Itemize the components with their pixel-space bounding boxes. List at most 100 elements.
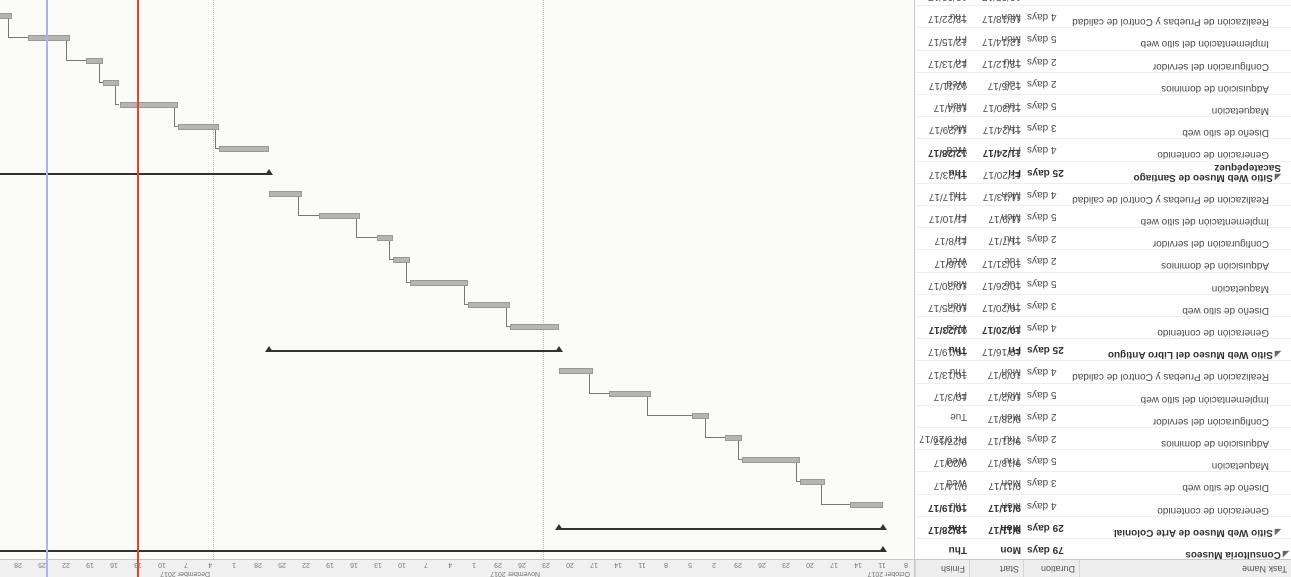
task-bar[interactable] (119, 102, 178, 108)
dependency-link (646, 395, 693, 416)
name-text: Realización de Pruebas y Control de cali… (1072, 193, 1269, 204)
task-row[interactable]: Implementación del sitio web 5 days Mon 12… (915, 13, 1291, 49)
summary-task-row[interactable]: ◢Consultoría Museos 79 days Mon 9/11/17 Thu… (915, 524, 1291, 559)
duration-text: 4 days (1027, 499, 1057, 511)
task-row[interactable]: Configuración del servidor 2 days Mon 10/2… (915, 391, 1291, 426)
duration-text: 29 days (1027, 521, 1064, 533)
task-bar[interactable] (219, 146, 269, 153)
summary-bar[interactable] (0, 170, 269, 175)
duration-cell: 25 days (1027, 339, 1075, 359)
task-bar[interactable] (177, 124, 220, 131)
task-bar[interactable] (849, 501, 884, 508)
summary-bar-end-cap (555, 523, 564, 530)
duration-cell: 4 days (1027, 495, 1075, 515)
current-date-line (137, 0, 139, 577)
timescale-day: 2 (712, 561, 716, 568)
task-row[interactable]: Generación de contenido 4 days Fri 11/24/1… (915, 124, 1291, 160)
task-bar[interactable] (609, 390, 651, 397)
task-bar[interactable] (102, 79, 120, 86)
task-bar[interactable] (28, 35, 70, 42)
summary-task-row[interactable]: ◢Sitio Web Museo de Santiago Sacatepéque… (915, 147, 1291, 182)
name-text: Adquisición de dominios (1161, 82, 1269, 93)
task-row[interactable]: Realización de Pruebas y Control de cali… (915, 169, 1291, 204)
timescale-day: 8 (664, 561, 668, 568)
task-bar[interactable] (268, 190, 303, 197)
timescale-day: 1 (232, 561, 236, 568)
task-row[interactable]: Generación de contenido 4 days Fri 10/20/1… (915, 302, 1291, 337)
task-row[interactable]: Adquisición de dominios 2 days Tue 12/12/1… (915, 58, 1291, 93)
name-text: Maquetación (1211, 105, 1269, 115)
summary-task-row[interactable]: ◢Sitio Web Museo del Libro Antiguo 25 day… (915, 324, 1291, 360)
duration-text: 2 days (1027, 55, 1057, 67)
task-bar[interactable] (800, 479, 825, 486)
task-row[interactable]: Configuración del servidor 2 days Thu 12/1… (915, 36, 1291, 71)
duration-header[interactable]: Duration (1023, 560, 1079, 577)
dependency-link (65, 40, 87, 61)
duration-text: 4 days (1027, 188, 1057, 200)
finish-header[interactable]: Finish (915, 560, 969, 577)
task-row[interactable]: Configuración del servidor 2 days Thu 11/9… (915, 213, 1291, 249)
task-bar[interactable] (725, 435, 742, 441)
task-bar[interactable] (0, 13, 12, 20)
task-row[interactable]: Adquisición de dominios 2 days Tue 11/7/17… (915, 235, 1291, 271)
start-header[interactable]: Start (969, 560, 1023, 577)
task-name-cell: Diseño de sitio web (1057, 482, 1291, 492)
summary-task-row[interactable]: ◢Sitio Web Museo de Arte Colonial 29 days… (915, 502, 1291, 537)
task-row[interactable]: Realización de Pruebas y Control de cali… (915, 346, 1291, 382)
duration-text: 4 days (1027, 322, 1057, 333)
summary-bar[interactable] (268, 348, 560, 353)
name-text: Realización de Pruebas y Control de cali… (1072, 371, 1269, 382)
task-row[interactable]: Maquetación 5 days Tue 10/31/17 Mon 11/6/17 (915, 258, 1291, 293)
task-name-cell: Implementación del sitio web (1057, 216, 1291, 226)
task-row[interactable]: Maquetación 5 days Thu 9/21/17 Wed 9/27/17 (915, 435, 1291, 471)
task-bar[interactable] (86, 57, 103, 64)
task-name-header[interactable]: Task Name (1079, 560, 1291, 577)
summary-bar-start-cap (555, 346, 564, 353)
duration-cell: 3 days (1027, 472, 1075, 492)
summary-bar[interactable] (0, 548, 884, 552)
task-bar[interactable] (509, 324, 560, 330)
collapse-caret-icon[interactable]: ◢ (1274, 350, 1281, 360)
task-bar[interactable] (376, 235, 394, 242)
task-row[interactable]: Implementación del sitio web 5 days Mon 11… (915, 191, 1291, 226)
timescale-day: 19 (86, 561, 94, 568)
collapse-caret-icon[interactable]: ◢ (1274, 172, 1281, 182)
task-bar[interactable] (393, 257, 410, 264)
duration-cell: 2 days (1027, 428, 1075, 448)
task-bar[interactable] (559, 368, 593, 375)
task-row[interactable]: Realización de Pruebas y Control de cali… (915, 0, 1291, 27)
task-row[interactable]: Diseño de sitio web 3 days Mon 9/18/17 Wed … (915, 457, 1291, 493)
timescale-day: 28 (254, 561, 262, 568)
collapse-caret-icon[interactable]: ◢ (1282, 550, 1289, 559)
task-bar[interactable] (742, 457, 801, 464)
task-bar[interactable] (318, 213, 361, 219)
task-row[interactable]: Maquetación 5 days Tue 12/5/17 Mon 12/11/17 (915, 80, 1291, 115)
task-bar[interactable] (692, 412, 709, 419)
task-bar[interactable] (468, 301, 510, 308)
timescale-day: 25 (278, 561, 286, 568)
timescale-month: December 2017 (160, 570, 210, 577)
timescale-day: 8 (904, 561, 908, 568)
task-name-cell: Configuración del servidor (1057, 238, 1291, 248)
duration-text: 5 days (1027, 100, 1057, 111)
task-bar[interactable] (410, 279, 469, 286)
task-name-cell: Generación de contenido (1057, 149, 1291, 159)
task-row[interactable]: Implementación del sitio web 5 days Mon 10… (915, 369, 1291, 404)
duration-cell: 5 days (1027, 206, 1075, 226)
timescale-day: 7 (424, 561, 428, 568)
collapse-caret-icon[interactable]: ◢ (1274, 527, 1281, 537)
summary-bar[interactable] (559, 525, 884, 530)
timescale-day: 14 (854, 561, 862, 568)
timescale-day: 22 (62, 561, 70, 568)
duration-text: 2 days (1027, 410, 1057, 422)
task-name-cell: Diseño de sitio web (1057, 305, 1291, 315)
finish-text: Fri 9/29/17 (919, 433, 967, 444)
task-name-cell: ◢Consultoría Museos (1077, 549, 1291, 559)
task-row[interactable]: Diseño de sitio web 3 days Thu 11/30/17 Mon… (915, 102, 1291, 138)
task-name-cell: Implementación del sitio web (1057, 394, 1291, 404)
task-row[interactable]: Generación de contenido 4 days Mon 9/11/17… (915, 480, 1291, 515)
timescale-day: 16 (350, 561, 358, 568)
duration-cell: 25 days (1027, 162, 1075, 182)
task-row[interactable]: Adquisición de dominios 2 days Thu 9/28/17… (915, 413, 1291, 448)
task-row[interactable]: Diseño de sitio web 3 days Thu 10/26/17 Mon… (915, 280, 1291, 315)
